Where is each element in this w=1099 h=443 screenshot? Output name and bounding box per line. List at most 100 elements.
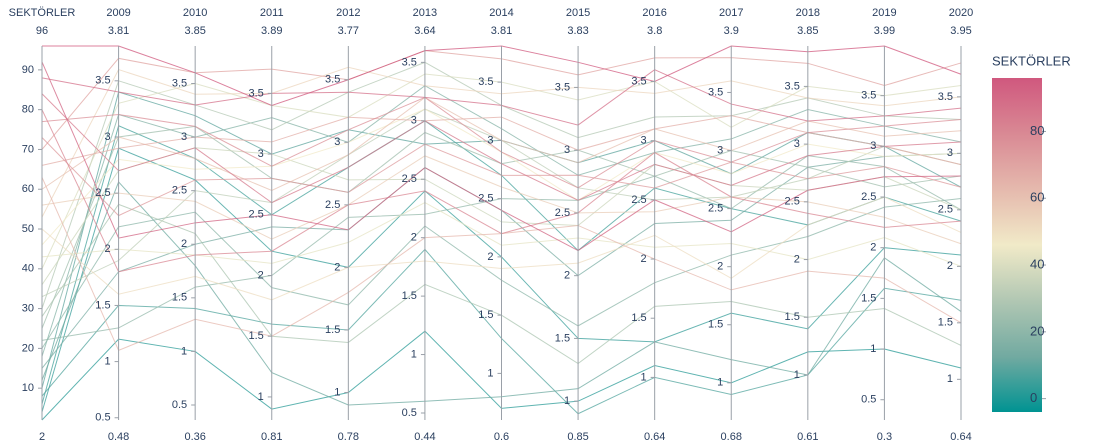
tick-label: 2.5: [938, 204, 953, 216]
tick-label: 2: [487, 251, 493, 263]
tick-label: 1: [794, 369, 800, 381]
tick-label: 3.5: [555, 81, 570, 93]
range-max: 3.83: [567, 25, 588, 37]
tick-label: 1.5: [555, 332, 570, 344]
range-max: 3.81: [108, 25, 129, 37]
range-min: 0.81: [261, 431, 282, 443]
tick-label: 3.5: [172, 77, 187, 89]
axis-label: SEKTÖRLER: [9, 7, 76, 19]
range-max: 3.64: [414, 25, 435, 37]
tick-label: 10: [22, 382, 34, 394]
tick-label: 3.5: [938, 91, 953, 103]
tick-label: 2.5: [631, 194, 646, 206]
range-max: 3.8: [647, 25, 662, 37]
tick-label: 1: [334, 386, 340, 398]
tick-label: 0.5: [172, 399, 187, 411]
colorbar-tick-label: 60: [1030, 190, 1044, 205]
tick-label: 1: [717, 377, 723, 389]
tick-label: 2: [641, 253, 647, 265]
tick-label: 3: [181, 131, 187, 143]
tick-label: 30: [22, 303, 34, 315]
tick-label: 2: [411, 232, 417, 244]
axis-label: 2018: [796, 7, 820, 19]
tick-label: 1.5: [938, 317, 953, 329]
range-min: 0.61: [797, 431, 818, 443]
tick-label: 60: [22, 183, 34, 195]
tick-label: 2: [334, 261, 340, 273]
tick-label: 1: [641, 371, 647, 383]
range-max: 3.81: [491, 25, 512, 37]
tick-label: 3.5: [708, 86, 723, 98]
tick-label: 1.5: [248, 330, 263, 342]
range-min: 0.64: [644, 431, 665, 443]
axes: SEKTÖRLER96210203040506070809020093.810.…: [9, 7, 974, 443]
tick-label: 1.5: [785, 311, 800, 323]
tick-label: 1.5: [861, 292, 876, 304]
range-min: 0.68: [721, 431, 742, 443]
tick-label: 2: [717, 261, 723, 273]
tick-label: 1: [487, 367, 493, 379]
tick-label: 3: [947, 147, 953, 159]
colorbar: [992, 78, 1042, 412]
range-min: 0.64: [950, 431, 971, 443]
tick-label: 3: [717, 144, 723, 156]
tick-label: 2.5: [555, 207, 570, 219]
tick-label: 2: [564, 270, 570, 282]
tick-label: 3: [411, 115, 417, 127]
tick-label: 3: [794, 138, 800, 150]
tick-label: 1.5: [95, 299, 110, 311]
tick-label: 80: [22, 104, 34, 116]
range-min: 0.44: [414, 431, 435, 443]
tick-label: 1: [947, 373, 953, 385]
tick-label: 3: [258, 148, 264, 160]
tick-label: 0.5: [95, 412, 110, 424]
tick-label: 90: [22, 64, 34, 76]
tick-label: 3.5: [631, 75, 646, 87]
colorbar-tick-label: 0: [1030, 390, 1037, 405]
tick-label: 2: [794, 253, 800, 265]
tick-label: 1.5: [402, 290, 417, 302]
tick-label: 1.5: [172, 292, 187, 304]
tick-label: 3.5: [325, 74, 340, 86]
tick-label: 2: [104, 243, 110, 255]
range-max: 3.99: [874, 25, 895, 37]
axis-label: 2014: [489, 7, 513, 19]
tick-label: 3.5: [861, 90, 876, 102]
tick-label: 2: [181, 238, 187, 250]
tick-label: 3: [104, 131, 110, 143]
range-max: 3.85: [184, 25, 205, 37]
axis-label: 2012: [336, 7, 360, 19]
tick-label: 1: [564, 395, 570, 407]
tick-label: 2.5: [402, 173, 417, 185]
range-min: 0.48: [108, 431, 129, 443]
tick-label: 3: [870, 140, 876, 152]
tick-label: 2: [258, 269, 264, 281]
axis-label: 2017: [719, 7, 743, 19]
tick-label: 1.5: [631, 312, 646, 324]
tick-label: 2.5: [708, 203, 723, 215]
range-min: 0.6: [494, 431, 509, 443]
tick-label: 3.5: [785, 80, 800, 92]
colorbar-title: SEKTÖRLER: [992, 53, 1071, 68]
tick-label: 2.5: [325, 199, 340, 211]
tick-label: 1: [411, 348, 417, 360]
tick-label: 2.5: [478, 193, 493, 205]
range-min: 2: [39, 431, 45, 443]
tick-label: 3: [564, 144, 570, 156]
tick-label: 3: [487, 134, 493, 146]
range-max: 3.77: [338, 25, 359, 37]
tick-label: 1: [181, 345, 187, 357]
axis-label: 2016: [642, 7, 666, 19]
axis-label: 2015: [566, 7, 590, 19]
colorbar-tick-label: 80: [1030, 123, 1044, 138]
tick-label: 40: [22, 263, 34, 275]
tick-label: 0.5: [402, 407, 417, 419]
tick-label: 2.5: [248, 209, 263, 221]
tick-label: 0.5: [861, 394, 876, 406]
axis-label: 2011: [260, 7, 284, 19]
range-max: 3.9: [724, 25, 739, 37]
tick-label: 50: [22, 223, 34, 235]
colorbar-tick-label: 20: [1030, 323, 1044, 338]
tick-label: 1: [870, 343, 876, 355]
